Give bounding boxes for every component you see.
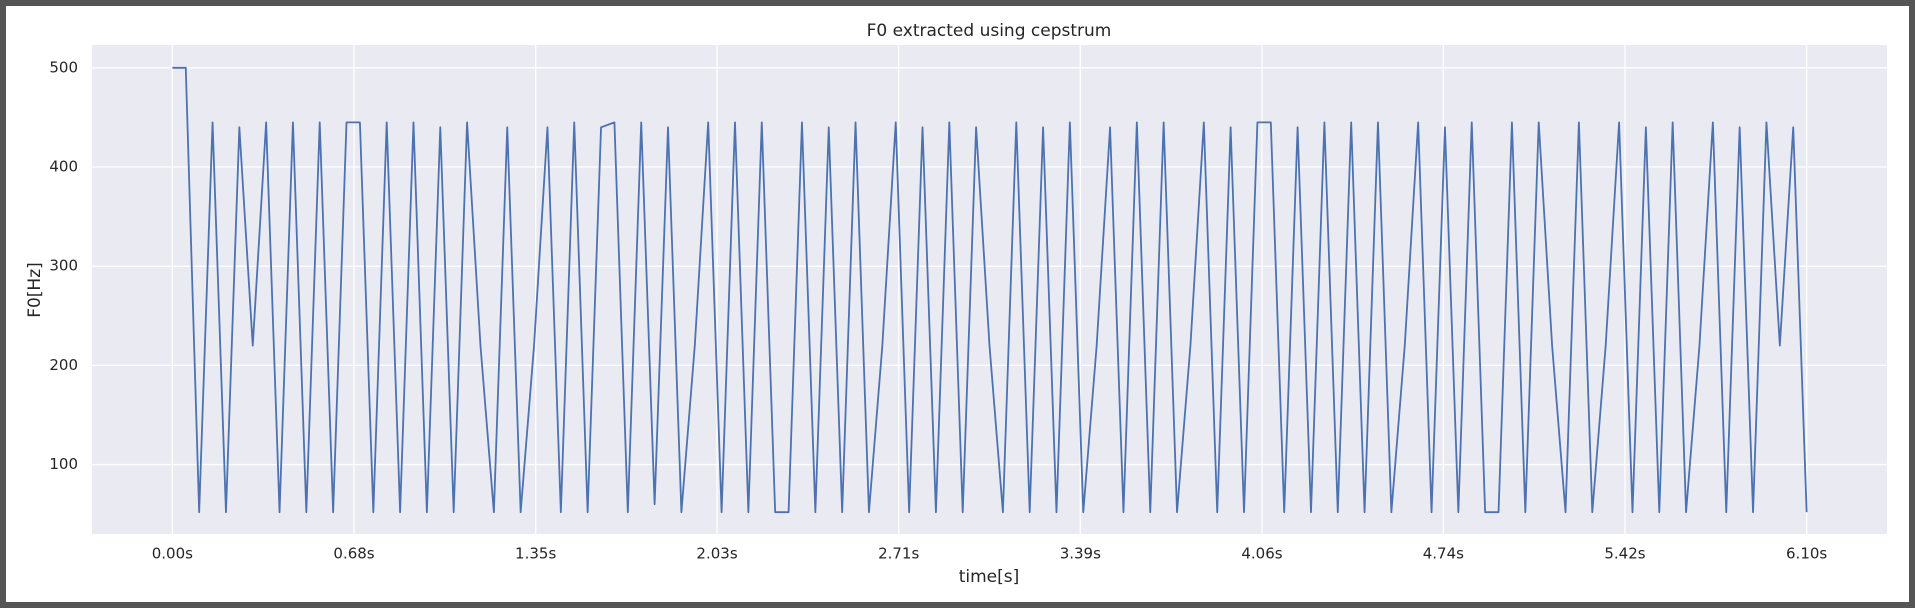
plot-area [92, 45, 1887, 534]
x-tick-label: 6.10s [1786, 545, 1827, 563]
x-tick-label: 2.71s [878, 545, 919, 563]
x-tick-label: 4.74s [1423, 545, 1464, 563]
data-line [172, 66, 1808, 514]
x-tick-label: 5.42s [1604, 545, 1645, 563]
x-tick-label: 4.06s [1241, 545, 1282, 563]
y-tick-label: 400 [49, 158, 78, 176]
x-tick-label: 0.68s [333, 545, 374, 563]
y-tick-label: 300 [49, 257, 78, 275]
x-tick-label: 2.03s [696, 545, 737, 563]
y-axis-label: F0[Hz] [25, 262, 45, 318]
x-tick-label: 3.39s [1060, 545, 1101, 563]
chart-title: F0 extracted using cepstrum [867, 21, 1112, 41]
x-tick-label: 1.35s [515, 545, 556, 563]
x-tick-label: 0.00s [152, 545, 193, 563]
y-tick-label: 500 [49, 58, 78, 76]
x-axis-label: time[s] [959, 567, 1020, 587]
y-tick-label: 100 [49, 455, 78, 473]
y-tick-label: 200 [49, 356, 78, 374]
